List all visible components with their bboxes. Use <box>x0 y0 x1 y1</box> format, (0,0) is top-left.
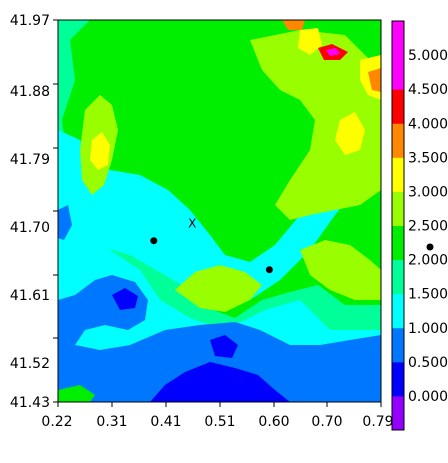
colorbar-swatch <box>392 21 404 56</box>
band-0-0-patch-center <box>210 335 238 358</box>
colorbar-label: 3.500 <box>408 150 448 166</box>
colorbar-label: 0.000 <box>408 389 448 405</box>
x-tick-label: 0.60 <box>258 414 289 430</box>
y-tick-label: 41.43 <box>10 395 50 411</box>
colorbar-swatch <box>392 157 404 192</box>
colorbar-swatch <box>392 327 404 363</box>
colorbar-swatch <box>392 395 404 431</box>
band-0-0-patch-sw <box>112 288 138 310</box>
band-3-5-patch-1 <box>282 20 305 30</box>
band-3-0-patch-1 <box>90 132 110 170</box>
colorbar-label: 1.000 <box>408 321 448 337</box>
band-2-5-patch-center <box>175 265 262 312</box>
colorbar-label: 3.000 <box>408 184 448 200</box>
colorbar-swatch <box>392 89 404 124</box>
outside-dot-marker <box>426 243 434 251</box>
x-tick-labels: 0.22 0.31 0.41 0.51 0.60 0.70 0.79 <box>41 414 393 430</box>
y-tick-label: 41.88 <box>10 84 50 100</box>
band-0-5-patch-west-upper <box>58 205 72 240</box>
y-tick-label: 41.97 <box>10 13 50 29</box>
data-point-dot <box>265 266 273 274</box>
colorbar: 0.000 0.500 1.000 1.500 2.000 2.500 3.000 3.500… <box>391 20 448 431</box>
y-tick-label: 41.70 <box>10 220 50 236</box>
colorbar-label: 2.000 <box>408 253 448 269</box>
colorbar-label: 4.000 <box>408 116 448 132</box>
y-tick-label: 41.79 <box>10 152 50 168</box>
colorbar-swatch <box>392 225 404 261</box>
x-tick-label: 0.31 <box>96 414 127 430</box>
y-tick-labels: 41.97 41.88 41.79 41.70 41.61 41.52 41.4… <box>10 13 50 411</box>
y-tick-label: 41.52 <box>10 356 50 372</box>
colorbar-swatch <box>392 293 404 329</box>
band-2-5-patch-ne <box>250 30 381 220</box>
band-3-0-patch-3 <box>298 28 322 55</box>
colorbar-swatch <box>392 259 404 295</box>
colorbar-label: 0.500 <box>408 355 448 371</box>
tick-marks <box>53 19 382 407</box>
x-tick-label: 0.51 <box>204 414 235 430</box>
x-tick-label: 0.79 <box>362 414 393 430</box>
point-markers: X <box>150 217 273 274</box>
band-2-5-patch-east <box>300 240 381 300</box>
colorbar-swatch <box>392 361 404 397</box>
x-tick-label: 0.41 <box>150 414 181 430</box>
band-2-0-patch-south <box>58 385 95 402</box>
band-3-5-patch-2 <box>368 68 381 92</box>
colorbar-frame <box>391 20 405 431</box>
y-tick-label: 41.61 <box>10 288 50 304</box>
data-point-x-label: X <box>188 217 196 231</box>
band-3-0-patch-2 <box>335 112 365 155</box>
x-tick-label: 0.22 <box>41 414 72 430</box>
colorbar-swatch <box>392 123 404 158</box>
colorbar-label: 2.500 <box>408 219 448 235</box>
colorbar-label: 5.000 <box>408 48 448 64</box>
colorbar-label: 4.500 <box>408 82 448 98</box>
contour-field <box>58 20 381 402</box>
colorbar-label: 1.500 <box>408 287 448 303</box>
colorbar-swatch <box>392 191 404 226</box>
x-tick-label: 0.70 <box>311 414 342 430</box>
data-point-dot <box>150 237 158 245</box>
colorbar-swatch <box>392 55 404 90</box>
band-0-0-to-0-5-south <box>150 362 290 402</box>
band-4-5-peak-inner <box>326 48 340 56</box>
cyan-intrusion-west <box>58 110 381 300</box>
